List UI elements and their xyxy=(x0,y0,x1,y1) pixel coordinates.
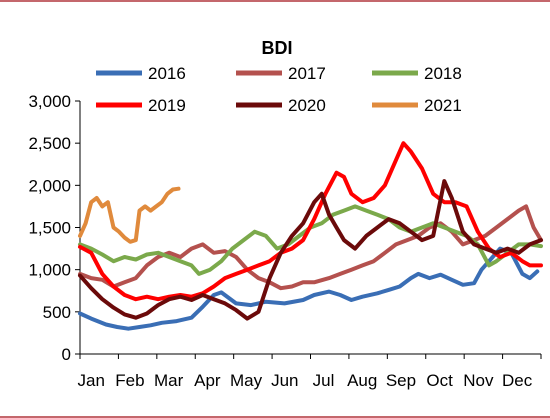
x-tick-label: Jun xyxy=(271,371,298,390)
x-tick-label: Jul xyxy=(313,371,335,390)
x-tick-label: Mar xyxy=(154,371,184,390)
legend-label-2020: 2020 xyxy=(288,96,326,115)
y-tick-label: 1,000 xyxy=(28,261,71,280)
legend-label-2021: 2021 xyxy=(424,96,462,115)
legend-label-2016: 2016 xyxy=(148,64,186,83)
y-tick-label: 2,000 xyxy=(28,176,71,195)
y-tick-label: 0 xyxy=(62,345,71,364)
chart-title: BDI xyxy=(262,38,293,58)
x-tick-label: Sep xyxy=(386,371,416,390)
series-line-2021 xyxy=(78,186,181,244)
x-tick-label: Nov xyxy=(463,371,494,390)
legend: 2016 2017 2018 2019 2020 2021 xyxy=(96,64,462,115)
x-tick-label: Jan xyxy=(77,371,104,390)
legend-label-2019: 2019 xyxy=(148,96,186,115)
x-tick-label: May xyxy=(230,371,263,390)
series-line-2020 xyxy=(78,179,543,321)
x-tick-label: Aug xyxy=(347,371,377,390)
series-line-2019 xyxy=(78,141,543,302)
y-tick-label: 1,500 xyxy=(28,219,71,238)
x-tick-label: Oct xyxy=(426,371,453,390)
x-tick-label: Dec xyxy=(502,371,533,390)
series-line-2016 xyxy=(78,246,540,331)
y-tick-label: 500 xyxy=(43,303,71,322)
legend-label-2018: 2018 xyxy=(424,64,462,83)
y-tick-label: 2,500 xyxy=(28,134,71,153)
x-tick-label: Apr xyxy=(194,371,221,390)
x-tick-label: Feb xyxy=(115,371,144,390)
legend-label-2017: 2017 xyxy=(288,64,326,83)
y-tick-label: 3,000 xyxy=(28,92,71,111)
plot-area: 0 500 1,000 1,500 2,000 2,500 3,000 Jan Feb Mar Ap… xyxy=(28,92,543,390)
